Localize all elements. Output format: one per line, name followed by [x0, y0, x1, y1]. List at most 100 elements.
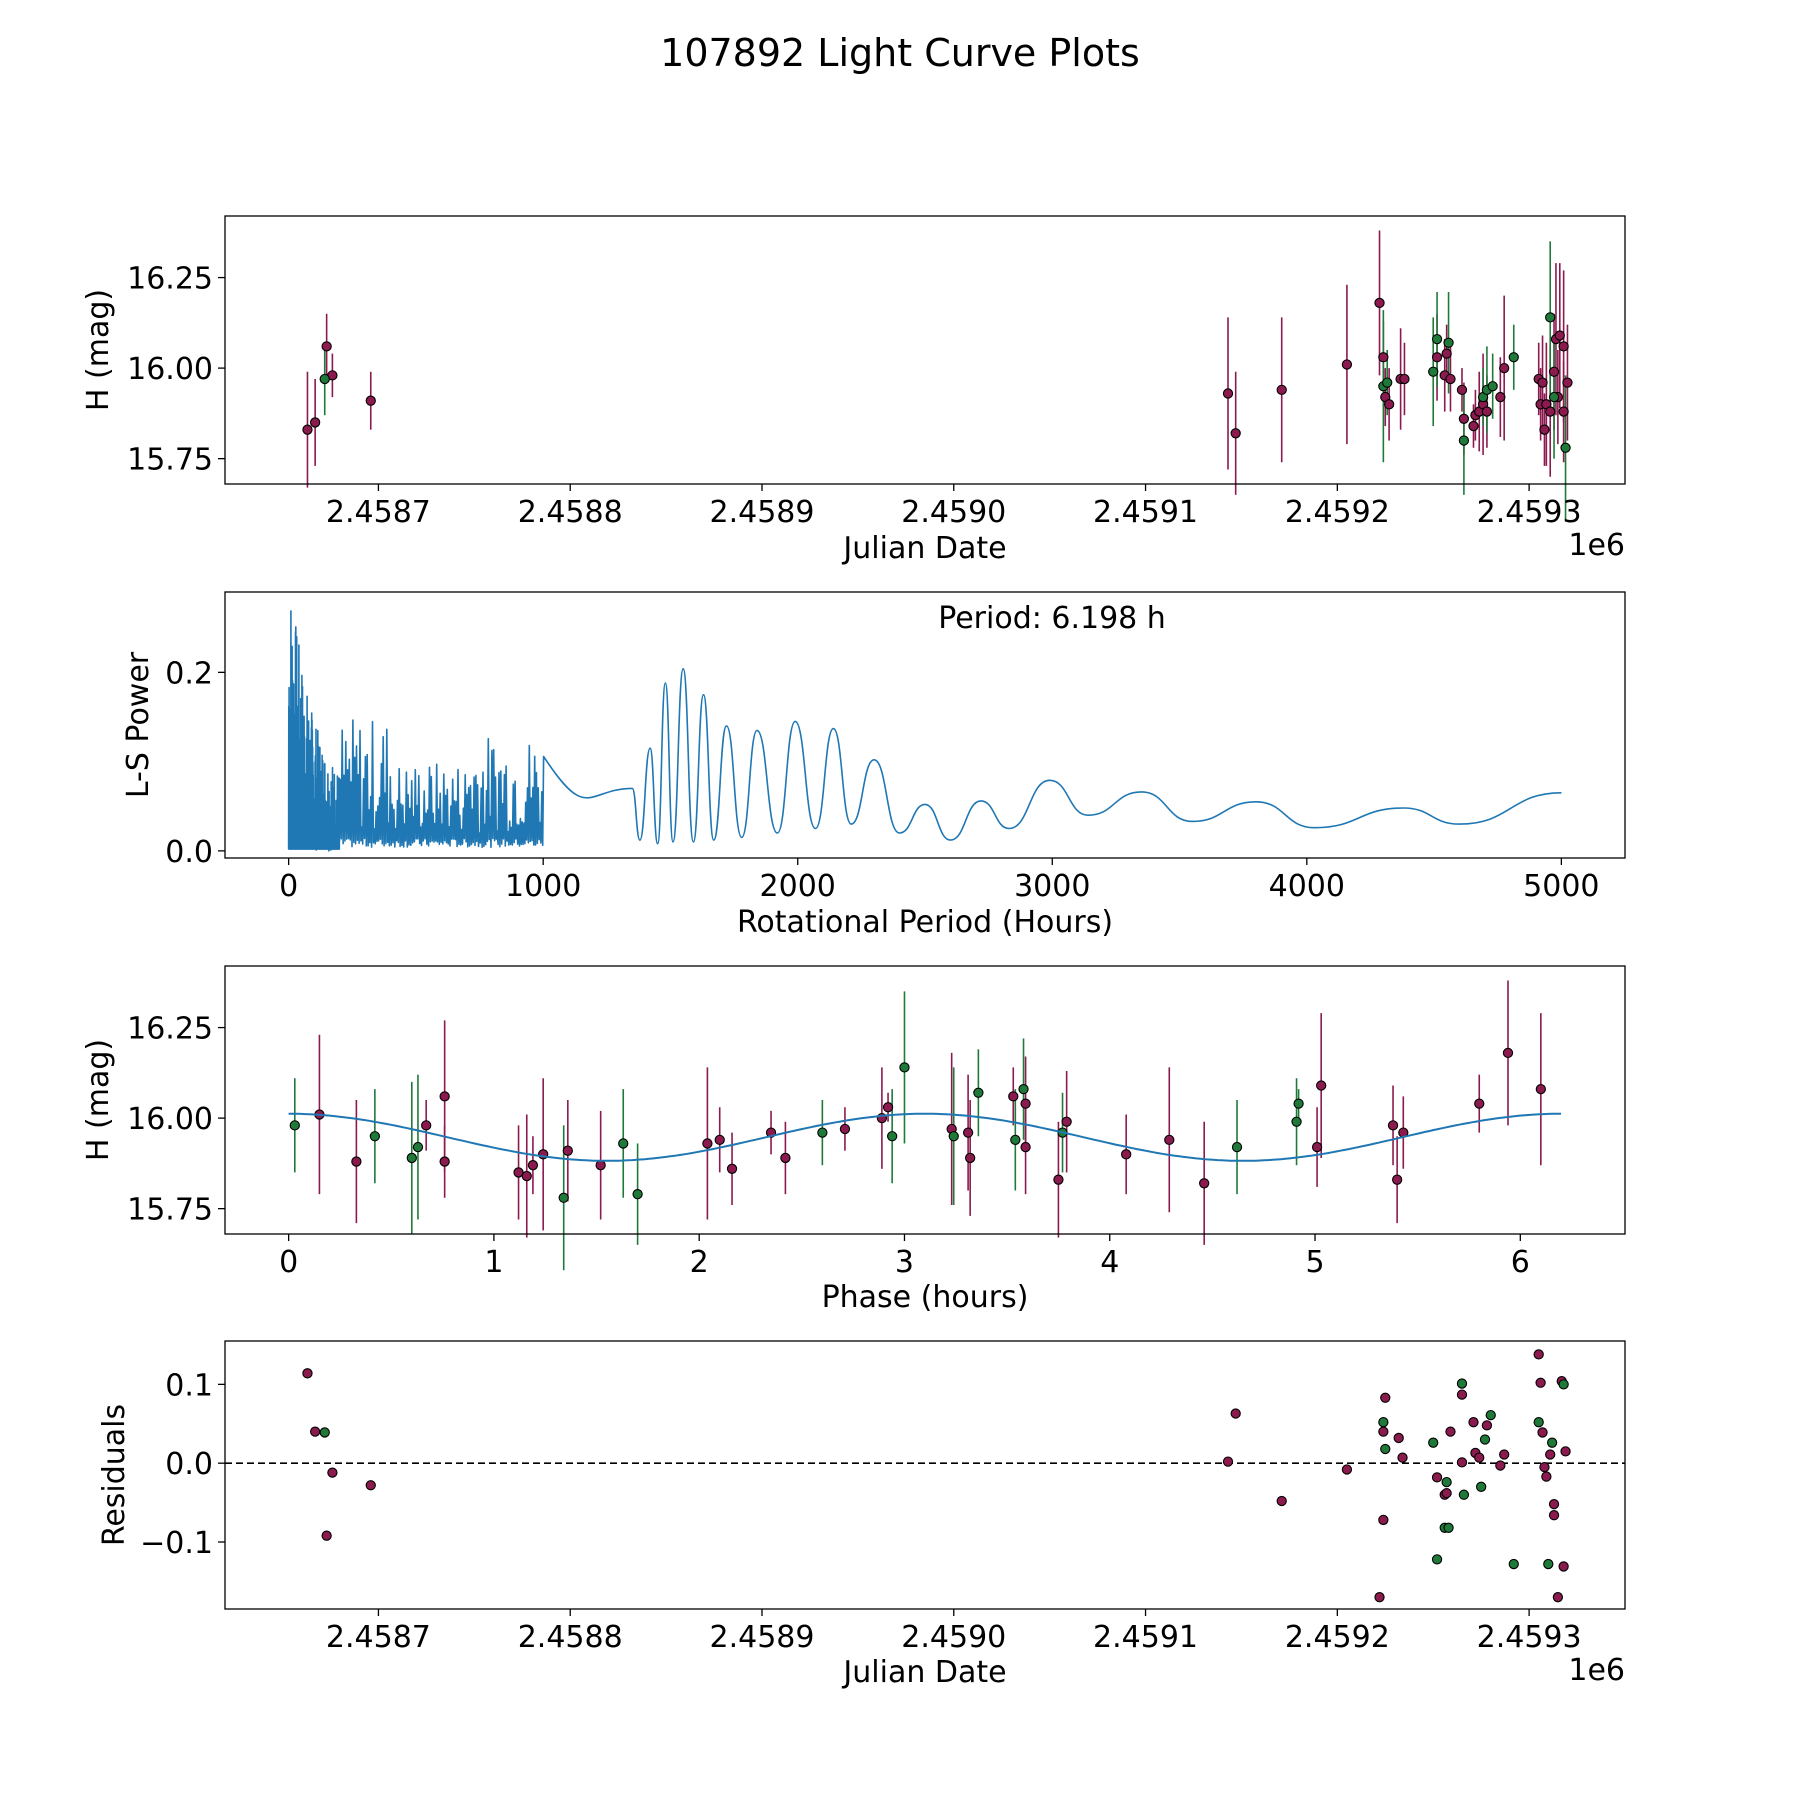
data-point-g — [1479, 1434, 1491, 1445]
data-point-o — [1535, 1377, 1546, 1388]
data-point-g — [1458, 1489, 1470, 1500]
data-point-o — [302, 424, 313, 435]
light-curve-panel: 2.4587 2.4588 2.4589 2.4590 2.4591 2.4592 2.45… — [81, 215, 1626, 566]
x-tick-label: 4000 — [1269, 869, 1345, 904]
data-point-o — [1222, 1456, 1234, 1467]
data-point-o — [439, 1091, 450, 1102]
periodogram-marks — [287, 610, 1562, 852]
data-point-g — [632, 1189, 643, 1200]
data-point-o — [595, 1160, 606, 1171]
data-point-o — [1558, 406, 1569, 417]
data-point-g — [1487, 381, 1498, 392]
data-point-o — [365, 1480, 376, 1491]
data-point-o — [1380, 1392, 1391, 1403]
data-point-o — [351, 1156, 362, 1167]
data-point-o — [1539, 1461, 1550, 1473]
data-point-o — [1199, 1178, 1210, 1189]
data-point-o — [1458, 413, 1470, 424]
data-point-g — [899, 1062, 910, 1073]
data-point-o — [1399, 373, 1410, 385]
residuals-frame — [224, 1340, 1626, 1610]
data-point-o — [1495, 1460, 1506, 1471]
data-point-g — [1508, 352, 1519, 363]
y-tick-label: −0.1 — [140, 1526, 213, 1561]
periodogram-frame — [224, 591, 1626, 859]
data-point-o — [1341, 359, 1353, 370]
data-point-o — [1316, 1080, 1327, 1091]
data-point-g — [1476, 1481, 1487, 1492]
phased-xlabel: Phase (hours) — [822, 1280, 1029, 1315]
data-point-g — [1560, 442, 1571, 453]
light-curve-xlabel: Julian Date — [841, 531, 1006, 566]
data-point-o — [1533, 1349, 1544, 1360]
data-point-o — [1061, 1116, 1072, 1127]
data-point-g — [1485, 1409, 1496, 1421]
data-point-o — [1276, 1495, 1287, 1507]
data-point-o — [1311, 1141, 1323, 1153]
x-tick-label: 1 — [484, 1245, 503, 1280]
x-tick-label: 2000 — [760, 869, 836, 904]
x-tick-label: 2.4588 — [518, 495, 623, 530]
residuals-ylabel: Residuals — [97, 1404, 132, 1546]
data-point-o — [1554, 330, 1565, 341]
data-point-o — [1456, 384, 1468, 395]
residuals-panel: 2.4587 2.4588 2.4589 2.4590 2.4591 2.4592 2.45… — [97, 1340, 1626, 1690]
data-point-o — [1560, 1446, 1571, 1457]
data-point-o — [1378, 1514, 1389, 1526]
data-point-g — [1428, 366, 1439, 377]
data-point-g — [973, 1087, 984, 1098]
x-tick-label: 2.4593 — [1477, 495, 1582, 530]
data-point-o — [1445, 373, 1456, 385]
data-point-o — [1164, 1134, 1175, 1145]
y-tick-label: 0.0 — [165, 835, 213, 870]
light-curve-marks — [302, 230, 1573, 521]
x-tick-label: 2.4590 — [901, 495, 1006, 530]
data-point-o — [714, 1134, 725, 1145]
data-point-o — [1374, 1592, 1385, 1603]
data-point-g — [1428, 1437, 1439, 1448]
data-point-o — [1535, 1083, 1546, 1095]
data-point-g — [406, 1152, 417, 1164]
x-tick-label: 5 — [1305, 1245, 1324, 1280]
data-point-g — [1546, 1437, 1558, 1448]
periodogram-xlabel: Rotational Period (Hours) — [737, 905, 1113, 940]
data-point-g — [1458, 435, 1470, 446]
periodogram-ticks: 0 1000 2000 3000 4000 5000 0.0 0.2 — [165, 656, 1599, 904]
x-tick-label: 3 — [895, 1245, 914, 1280]
data-point-g — [1441, 1476, 1452, 1488]
data-point-g — [948, 1131, 959, 1142]
data-point-o — [702, 1138, 713, 1149]
data-point-g — [289, 1120, 300, 1131]
data-point-o — [1545, 406, 1556, 417]
data-point-o — [1558, 341, 1569, 352]
x-tick-label: 2.4590 — [901, 1620, 1006, 1655]
y-tick-label: 0.1 — [165, 1368, 213, 1403]
data-point-g — [1231, 1141, 1243, 1153]
data-point-o — [1008, 1091, 1019, 1102]
y-tick-label: 0.0 — [165, 1447, 213, 1482]
data-point-o — [1383, 399, 1395, 410]
x-tick-label: 2.4592 — [1285, 495, 1390, 530]
x-tick-label: 2 — [690, 1245, 709, 1280]
data-point-o — [562, 1145, 573, 1156]
data-point-g — [1431, 333, 1443, 345]
data-point-o — [1481, 1420, 1493, 1431]
data-point-g — [1558, 1379, 1569, 1390]
y-tick-label: 0.2 — [165, 656, 213, 691]
data-point-o — [1474, 1098, 1485, 1109]
data-point-o — [1276, 384, 1287, 395]
data-point-o — [1020, 1098, 1031, 1109]
phased-panel: 0 1 2 3 4 5 6 15.75 16.00 16.25 Phase (hours) H (… — [81, 965, 1626, 1315]
y-tick-label: 16.25 — [127, 262, 213, 297]
data-point-o — [1539, 424, 1550, 435]
data-point-o — [1468, 420, 1479, 432]
x-tick-label: 0 — [279, 869, 298, 904]
x-tick-label: 1000 — [505, 869, 581, 904]
data-point-o — [1441, 1487, 1452, 1499]
x-tick-label: 2.4588 — [518, 1620, 623, 1655]
data-point-g — [558, 1192, 569, 1203]
figure-title: 107892 Light Curve Plots — [660, 31, 1140, 75]
data-point-o — [726, 1163, 738, 1174]
data-point-o — [1481, 406, 1493, 417]
x-tick-label: 2.4591 — [1093, 495, 1198, 530]
